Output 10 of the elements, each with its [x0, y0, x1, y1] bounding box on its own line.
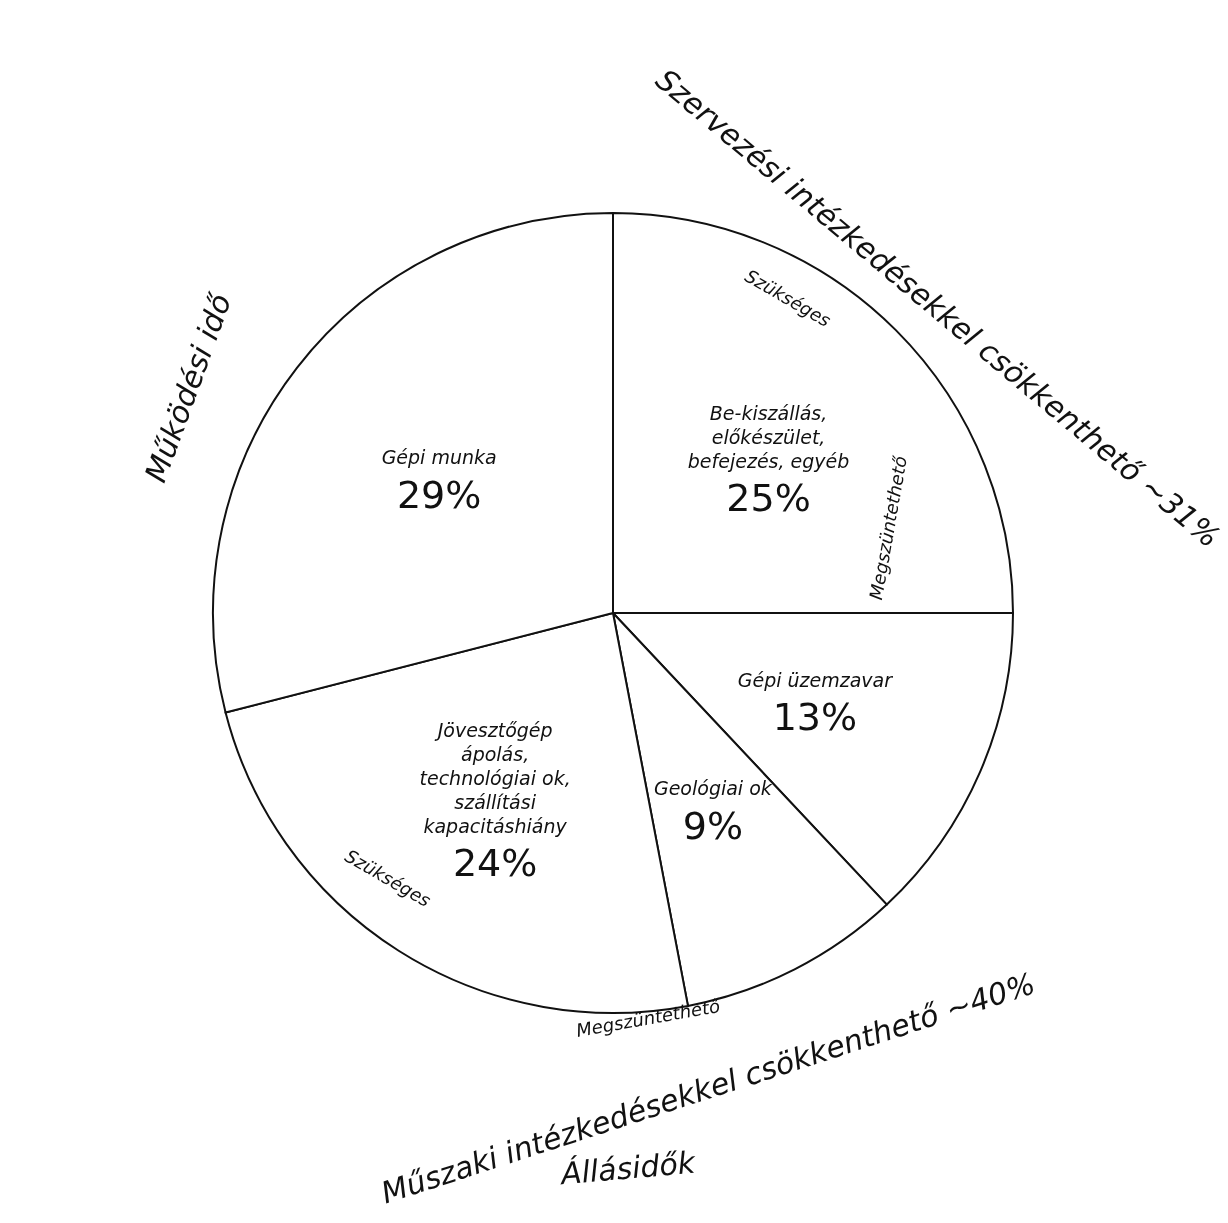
slice-label: Be-kiszállás, előkészület, befejezés, egyéb: [687, 401, 850, 472]
data-label: 13%: [772, 695, 858, 740]
data-label: 25%: [726, 476, 811, 521]
slice-label: Geológiai ok: [653, 777, 773, 800]
slice-label: Gépi munka: [381, 446, 497, 469]
slice-label: Gépi üzemzavar: [737, 668, 894, 691]
slice-label: Jövesztőgép ápolás, technológiai ok, szállítási kapacitáshiány: [419, 719, 571, 838]
data-label: 24%: [452, 841, 538, 886]
data-label: 29%: [396, 472, 482, 517]
data-label: 9%: [682, 803, 744, 848]
